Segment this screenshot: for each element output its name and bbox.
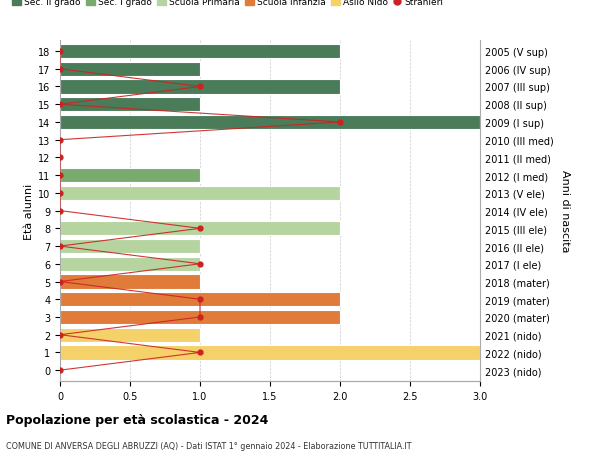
Text: Popolazione per età scolastica - 2024: Popolazione per età scolastica - 2024 [6,413,268,426]
Bar [60,346,480,360]
Bar [60,80,340,95]
Bar [60,116,480,130]
Bar [60,98,200,112]
Legend: Sec. II grado, Sec. I grado, Scuola Primaria, Scuola Infanzia, Asilo Nido, Stran: Sec. II grado, Sec. I grado, Scuola Prim… [9,0,447,11]
Bar [60,222,340,236]
Bar [60,45,340,59]
Bar [60,310,340,325]
Bar [60,292,340,307]
Y-axis label: Anni di nascita: Anni di nascita [560,170,570,252]
Bar [60,240,200,253]
Text: COMUNE DI ANVERSA DEGLI ABRUZZI (AQ) - Dati ISTAT 1° gennaio 2024 - Elaborazione: COMUNE DI ANVERSA DEGLI ABRUZZI (AQ) - D… [6,441,412,450]
Bar [60,257,200,271]
Bar [60,186,340,201]
Bar [60,168,200,183]
Bar [60,275,200,289]
Bar [60,62,200,77]
Bar [60,328,200,342]
Y-axis label: Età alunni: Età alunni [24,183,34,239]
